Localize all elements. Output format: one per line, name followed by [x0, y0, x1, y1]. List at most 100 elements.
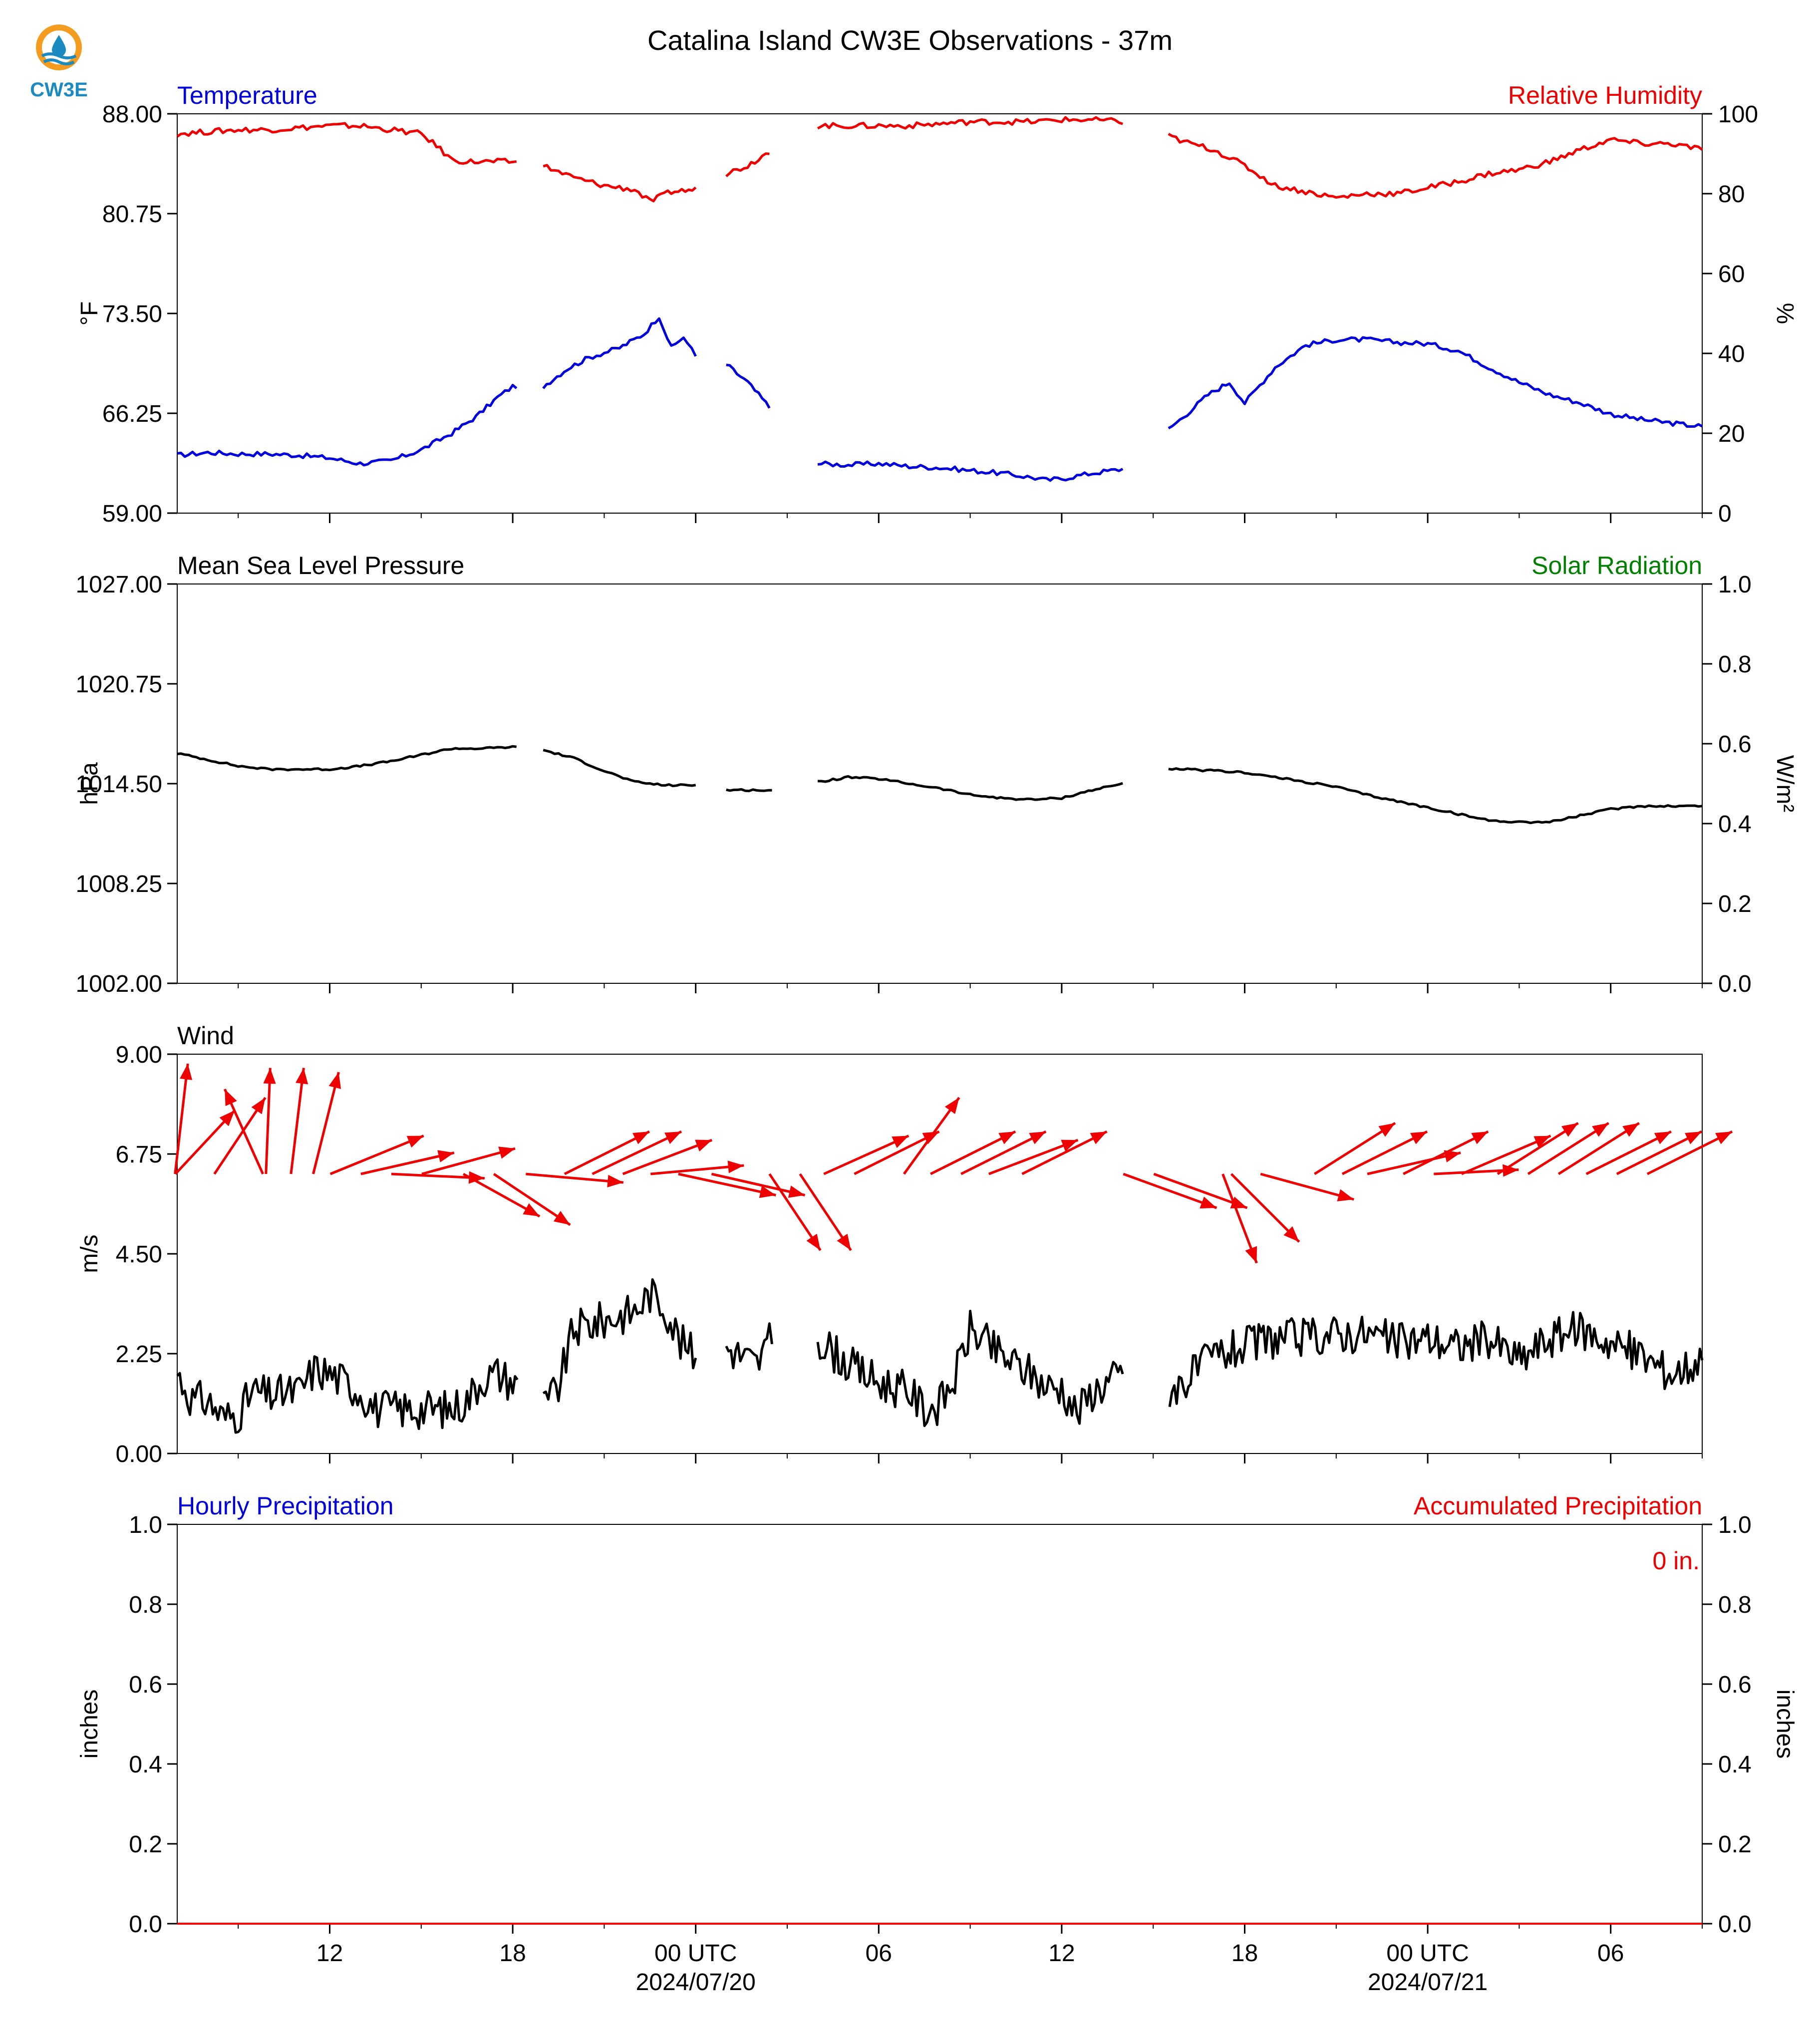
panel-4: Hourly Precipitation Accumulated Precipit… [76, 1492, 1798, 1996]
wind-arrowhead [837, 1233, 851, 1250]
y2tick-label: 0.4 [1718, 811, 1752, 838]
wind-arrow [1021, 1130, 1108, 1175]
series-line [176, 116, 1703, 203]
wind-arrowhead [788, 1185, 805, 1198]
y2tick-label: 80 [1718, 181, 1745, 208]
wind-arrowhead [251, 1098, 266, 1115]
y2tick-label: 40 [1718, 341, 1745, 367]
wind-arrow [930, 1130, 1016, 1175]
wind-arrow [1403, 1130, 1489, 1175]
ytick-label: 4.50 [116, 1241, 162, 1268]
y2tick-label: 0.2 [1718, 891, 1752, 917]
panel-left-title: Wind [177, 1022, 234, 1050]
panel-3: Wind 0.00 2.25 4.50 6.75 9.00 m/s [76, 1022, 1704, 1467]
ytick-label: 1014.50 [75, 771, 162, 798]
wind-arrowhead [219, 1110, 235, 1127]
wind-arrow [564, 1130, 650, 1175]
y2tick-label: 20 [1718, 421, 1745, 447]
y2tick-label: 0.0 [1718, 1911, 1752, 1938]
wind-arrowhead [1561, 1123, 1578, 1137]
wind-arrow [1367, 1152, 1461, 1175]
y2tick-label: 1.0 [1718, 1512, 1752, 1538]
wind-arrow [312, 1072, 340, 1174]
wind-arrowhead [806, 1233, 821, 1250]
wind-arrowhead [695, 1140, 712, 1152]
wind-arrowhead [523, 1203, 540, 1216]
wind-arrowhead [1378, 1123, 1395, 1137]
ytick-label: 6.75 [116, 1142, 162, 1168]
xtick-label: 18 [499, 1940, 526, 1967]
wind-arrowhead [263, 1068, 276, 1084]
wind-arrow [1123, 1172, 1217, 1209]
wind-arrowhead [1245, 1246, 1257, 1263]
wind-arrow [1153, 1172, 1248, 1209]
y2tick-label: 0.8 [1718, 1592, 1752, 1618]
wind-arrowhead [225, 1089, 237, 1106]
wind-arrowhead [1533, 1136, 1551, 1148]
wind-arrowhead [632, 1132, 649, 1145]
wind-arrowhead [759, 1185, 776, 1198]
wind-arrow [960, 1130, 1047, 1175]
xtick-label: 00 UTC [1386, 1940, 1469, 1967]
wind-arrowhead [1061, 1140, 1078, 1152]
ytick-label: 66.25 [102, 401, 162, 427]
ylabel: °F [76, 301, 103, 326]
wind-arrow [1260, 1172, 1354, 1201]
ytick-label: 0.6 [129, 1672, 162, 1698]
ytick-label: 1.0 [129, 1512, 162, 1538]
ylabel: m/s [76, 1234, 103, 1273]
wind-arrow [526, 1172, 624, 1184]
y2label: % [1772, 303, 1798, 324]
wind-arrow [1221, 1173, 1258, 1264]
wind-arrowhead [1715, 1132, 1732, 1145]
wind-arrow [592, 1130, 682, 1175]
panel-1: Temperature Relative Humidity 59.00 66.25 73… [76, 81, 1798, 527]
ytick-label: 9.00 [116, 1042, 162, 1068]
wind-arrowhead [1090, 1132, 1107, 1145]
ytick-label: 80.75 [102, 201, 162, 228]
logo-drop-icon [52, 35, 66, 57]
wind-arrow [1527, 1122, 1609, 1175]
wind-arrowhead [468, 1171, 485, 1184]
y2label: W/m² [1772, 755, 1798, 813]
xtick-label: 12 [1048, 1940, 1075, 1967]
panel-left-title: Temperature [177, 81, 317, 109]
y2tick-label: 0.6 [1718, 1672, 1752, 1698]
wind-arrowhead [1471, 1132, 1489, 1145]
ytick-label: 88.00 [102, 101, 162, 128]
series-line [177, 745, 1703, 825]
ylabel: hPa [76, 762, 103, 805]
wind-arrowhead [998, 1132, 1016, 1145]
panel-left-title: Hourly Precipitation [177, 1492, 394, 1520]
wind-arrowhead [1283, 1226, 1299, 1242]
accumulated-total-label: 0 in. [1652, 1547, 1700, 1575]
ytick-label: 0.2 [129, 1831, 162, 1858]
ytick-label: 0.0 [129, 1911, 162, 1938]
wind-arrowhead [296, 1068, 308, 1085]
series-line [176, 1278, 1704, 1434]
ytick-label: 1027.00 [75, 572, 162, 598]
wind-arrowhead [1622, 1123, 1639, 1137]
xtick-label: 06 [1597, 1940, 1624, 1967]
wind-arrowhead [607, 1174, 623, 1187]
wind-arrow [1585, 1130, 1672, 1175]
wind-arrowhead [498, 1147, 515, 1159]
series-line [177, 317, 1703, 482]
ytick-label: 73.50 [102, 301, 162, 327]
y2tick-label: 0.6 [1718, 731, 1752, 758]
wind-arrow [1314, 1122, 1396, 1175]
figure-title: Catalina Island CW3E Observations - 37m [647, 24, 1173, 56]
wind-arrowhead [1200, 1196, 1217, 1209]
wind-arrow [1616, 1130, 1703, 1175]
panel-left-title: Mean Sea Level Pressure [177, 552, 464, 579]
wind-vectors [174, 1063, 1733, 1264]
wind-arrow [1497, 1122, 1579, 1175]
wind-arrowhead [437, 1150, 454, 1162]
wind-arrowhead [664, 1132, 682, 1144]
y2tick-label: 100 [1718, 101, 1758, 128]
xtick-label: 12 [316, 1940, 343, 1967]
panels: Temperature Relative Humidity 59.00 66.25 73… [75, 81, 1798, 1996]
wind-arrowhead [892, 1136, 909, 1148]
wind-arrowhead [1654, 1132, 1671, 1145]
